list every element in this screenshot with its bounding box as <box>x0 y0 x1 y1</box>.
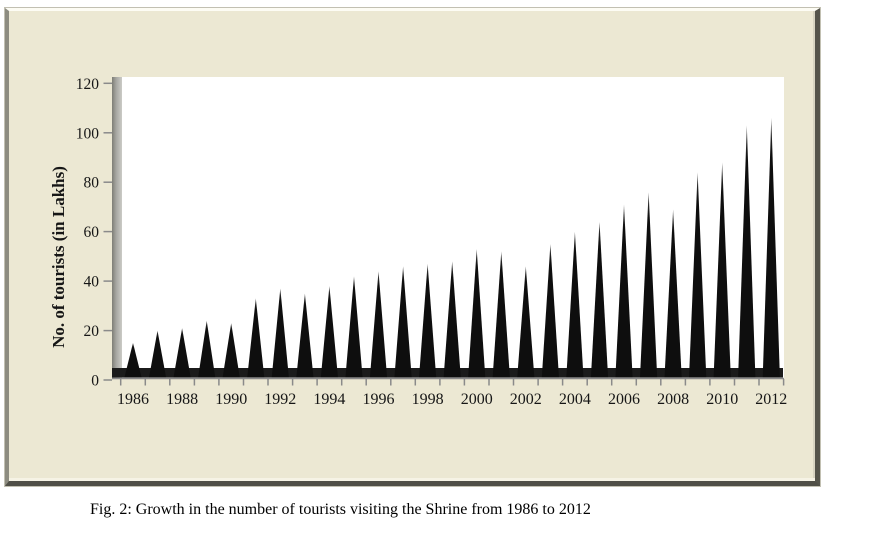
x-tick-label: 2008 <box>657 391 689 408</box>
spike-2012 <box>762 117 780 378</box>
y-tick-label: 120 <box>76 76 100 93</box>
spike-1990 <box>222 323 240 378</box>
x-tick-label: 1988 <box>166 391 198 408</box>
y-axis-wall <box>112 77 122 378</box>
spike-2005 <box>590 221 609 378</box>
x-tick-label: 2004 <box>559 391 591 408</box>
spike-1998 <box>419 263 437 378</box>
x-tick-label: 2012 <box>755 391 787 408</box>
spike-1994 <box>320 286 338 378</box>
spike-2002 <box>517 266 535 378</box>
spike-2008 <box>664 209 682 378</box>
spike-1988 <box>173 328 191 378</box>
spike-2011 <box>738 125 756 378</box>
spike-2004 <box>566 231 584 378</box>
x-tick-label: 1996 <box>363 391 395 408</box>
figure-caption: Fig. 2: Growth in the number of tourists… <box>90 501 591 518</box>
x-tick-label: 1994 <box>313 391 345 408</box>
spike-2009 <box>689 172 707 378</box>
spike-2010 <box>713 162 731 378</box>
spike-2000 <box>468 249 486 378</box>
x-tick-label: 1998 <box>412 391 444 408</box>
y-tick-label: 40 <box>84 274 100 291</box>
tourists-growth-chart: 0 20 40 60 80 100 120 1986 1988 1990 1992 1994 1996 1… <box>49 76 787 408</box>
spike-1993 <box>296 293 314 378</box>
y-tick-label: 20 <box>84 323 100 340</box>
spike-1997 <box>394 266 412 378</box>
x-tick-label: 2002 <box>510 391 542 408</box>
spike-1987 <box>149 330 167 378</box>
spike-1992 <box>271 288 289 378</box>
spike-2006 <box>615 204 633 378</box>
spike-1991 <box>247 298 265 378</box>
y-tick-label: 60 <box>84 224 100 241</box>
spike-1986 <box>124 342 142 378</box>
spike-2007 <box>640 192 658 378</box>
x-tick-label: 1986 <box>117 391 149 408</box>
spike-1999 <box>443 261 461 378</box>
y-tick-label: 80 <box>84 175 100 192</box>
spike-1989 <box>198 320 216 378</box>
spike-1995 <box>345 276 363 378</box>
y-tick-label: 0 <box>91 373 99 390</box>
spike-2001 <box>492 251 510 378</box>
x-tick-label: 1992 <box>264 391 296 408</box>
y-axis-title: No. of tourists (in Lakhs) <box>49 166 68 348</box>
x-tick-label: 1990 <box>215 391 247 408</box>
x-tick-label: 2010 <box>706 391 738 408</box>
spike-1996 <box>369 271 388 378</box>
y-tick-label: 100 <box>76 125 100 142</box>
x-tick-label: 2006 <box>608 391 640 408</box>
spike-2003 <box>541 244 559 378</box>
x-tick-label: 2000 <box>461 391 493 408</box>
